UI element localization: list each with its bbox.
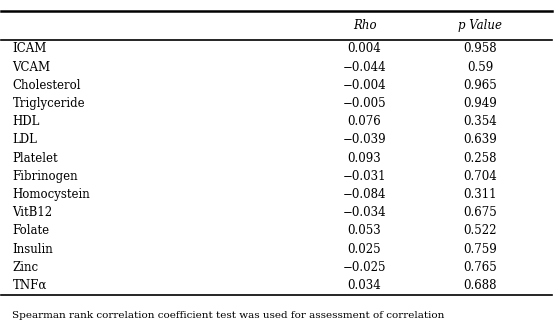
Text: 0.258: 0.258 <box>463 152 497 165</box>
Text: Zinc: Zinc <box>12 261 39 274</box>
Text: 0.704: 0.704 <box>463 170 497 183</box>
Text: −0.005: −0.005 <box>343 97 386 110</box>
Text: 0.639: 0.639 <box>463 133 497 146</box>
Text: −0.034: −0.034 <box>343 206 386 219</box>
Text: Homocystein: Homocystein <box>12 188 90 201</box>
Text: HDL: HDL <box>12 115 40 128</box>
Text: Cholesterol: Cholesterol <box>12 79 81 92</box>
Text: 0.675: 0.675 <box>463 206 497 219</box>
Text: 0.076: 0.076 <box>348 115 381 128</box>
Text: −0.044: −0.044 <box>343 60 386 74</box>
Text: 0.311: 0.311 <box>463 188 497 201</box>
Text: 0.949: 0.949 <box>463 97 497 110</box>
Text: 0.759: 0.759 <box>463 243 497 256</box>
Text: VitB12: VitB12 <box>12 206 53 219</box>
Text: p Value: p Value <box>458 19 502 32</box>
Text: Fibrinogen: Fibrinogen <box>12 170 78 183</box>
Text: Folate: Folate <box>12 224 49 238</box>
Text: Triglyceride: Triglyceride <box>12 97 85 110</box>
Text: −0.004: −0.004 <box>343 79 386 92</box>
Text: Insulin: Insulin <box>12 243 53 256</box>
Text: 0.004: 0.004 <box>348 42 381 55</box>
Text: −0.084: −0.084 <box>343 188 386 201</box>
Text: −0.025: −0.025 <box>343 261 386 274</box>
Text: 0.688: 0.688 <box>463 279 497 292</box>
Text: 0.958: 0.958 <box>463 42 497 55</box>
Text: 0.025: 0.025 <box>348 243 381 256</box>
Text: ICAM: ICAM <box>12 42 47 55</box>
Text: −0.031: −0.031 <box>343 170 386 183</box>
Text: Rho: Rho <box>353 19 376 32</box>
Text: 0.093: 0.093 <box>348 152 381 165</box>
Text: LDL: LDL <box>12 133 38 146</box>
Text: VCAM: VCAM <box>12 60 50 74</box>
Text: 0.034: 0.034 <box>348 279 381 292</box>
Text: −0.039: −0.039 <box>343 133 386 146</box>
Text: 0.965: 0.965 <box>463 79 497 92</box>
Text: 0.522: 0.522 <box>463 224 497 238</box>
Text: 0.765: 0.765 <box>463 261 497 274</box>
Text: 0.053: 0.053 <box>348 224 381 238</box>
Text: 0.354: 0.354 <box>463 115 497 128</box>
Text: Spearman rank correlation coefficient test was used for assessment of correlatio: Spearman rank correlation coefficient te… <box>12 311 445 320</box>
Text: 0.59: 0.59 <box>467 60 493 74</box>
Text: Platelet: Platelet <box>12 152 58 165</box>
Text: TNFα: TNFα <box>12 279 47 292</box>
